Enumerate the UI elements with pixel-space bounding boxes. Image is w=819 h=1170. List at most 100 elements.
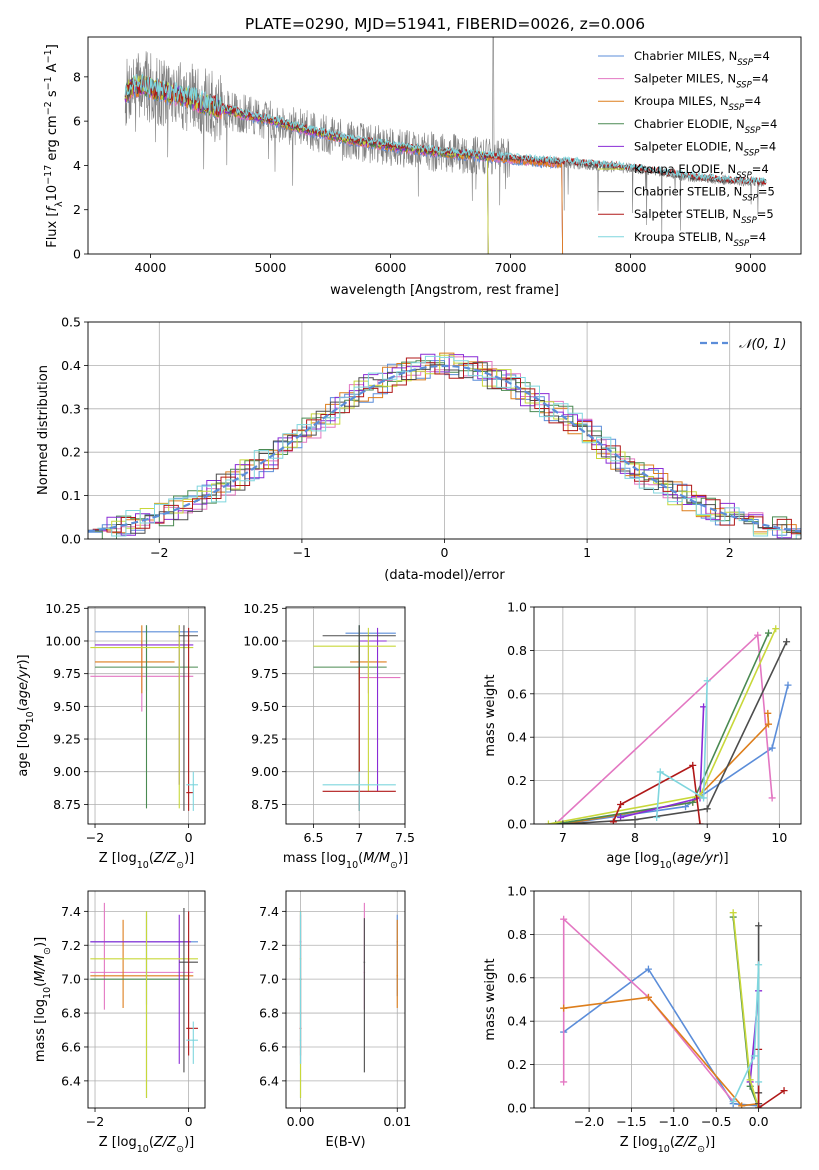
y-tick-label: 0.4	[61, 358, 81, 373]
weight-vs-z-panel: −2.0 −1.5 −1.0 −0.5 0.0 0.0 0.2 0.4 0.6 0.8 1.0 Z […	[483, 884, 802, 1155]
legend-entry: Chabrier ELODIE, NSSP=4	[634, 117, 777, 136]
y-tick-label: 0.3	[61, 401, 81, 416]
age-vs-z-panel: −2 0 8.75 9.00 9.25 9.50 9.75 10.00 10.25 Z [log1…	[16, 601, 206, 871]
data-point	[183, 961, 185, 964]
spectrum-ticks: 4000 5000 6000 7000 8000 9000 0 2 4 6 8	[73, 69, 766, 275]
line-kroupa-stelib	[653, 677, 711, 821]
plus-marker	[772, 625, 780, 633]
y-tick-label: 1.0	[507, 884, 527, 899]
y-tick-label: 4	[73, 158, 81, 173]
x-tick-label: 8	[631, 830, 639, 845]
plus-marker	[700, 794, 708, 802]
line-kroupa-stelib	[729, 961, 763, 1105]
x-tick-label: −1.0	[659, 1114, 689, 1129]
data-point	[367, 645, 370, 648]
age-vs-mass-x-label: mass [log10(M/M⊙)]	[283, 851, 408, 871]
plus-marker	[784, 681, 792, 689]
x-tick-label: 6000	[375, 260, 407, 275]
series-line	[655, 680, 708, 818]
spectrum-plot-area	[124, 37, 767, 254]
y-tick-label: 0.2	[507, 773, 527, 788]
series-line	[612, 764, 701, 824]
plus-marker	[780, 1087, 788, 1095]
y-tick-label: 6.4	[61, 1073, 81, 1088]
series-line	[562, 917, 734, 1103]
plus-marker	[764, 709, 772, 717]
y-tick-label: 0.2	[61, 445, 81, 460]
data-point	[178, 646, 181, 649]
data-point	[187, 1027, 190, 1030]
legend-entry: Chabrier MILES, NSSP=4	[634, 49, 770, 68]
x-tick-label: 7.5	[395, 830, 415, 845]
y-tick-label: 0.0	[507, 817, 527, 832]
legend-entry: Chabrier STELIB, NSSP=5	[634, 185, 775, 204]
x-tick-label: 0.01	[383, 1114, 411, 1129]
plus-marker	[738, 1102, 746, 1108]
x-tick-label: 8000	[615, 260, 647, 275]
mass-vs-ebv-plot-area	[299, 902, 399, 1098]
x-tick-label: −1.5	[616, 1114, 646, 1129]
x-tick-label: −2	[86, 1114, 104, 1129]
y-tick-label: 9.75	[53, 666, 81, 681]
histogram-kroupa-stelib	[97, 355, 801, 539]
weight-vs-age-y-label: mass weight	[483, 674, 498, 756]
normal-curve	[88, 364, 801, 533]
data-point	[192, 1039, 195, 1041]
errorbar-kroupa-miles	[95, 625, 175, 694]
x-tick-label: 4000	[135, 260, 167, 275]
age-vs-z-plot-area	[90, 625, 198, 811]
plus-marker	[755, 922, 763, 930]
y-tick-label: 0.5	[61, 315, 81, 330]
series-line	[732, 964, 760, 1102]
age-vs-z-ticks: −2 0 8.75 9.00 9.25 9.50 9.75 10.00 10.25	[45, 601, 192, 845]
age-vs-mass-frame	[285, 606, 406, 825]
data-point	[363, 961, 366, 964]
x-tick-label: 0.0	[749, 1114, 769, 1129]
errorbar-salpeter-elodie	[359, 627, 387, 792]
y-tick-label: 9.50	[251, 699, 279, 714]
legend-entry: 𝒩(0, 1)	[739, 337, 786, 352]
line-salpeter-stelib	[609, 761, 704, 824]
mass-vs-ebv-x-label: E(B-V)	[325, 1135, 365, 1150]
mass-vs-ebv-ticks: 0.00 0.01 6.4 6.6 6.8 7.0 7.2 7.4	[259, 904, 411, 1129]
figure-title: PLATE=0290, MJD=51941, FIBERID=0026, z=0…	[245, 15, 645, 33]
plus-marker	[755, 961, 763, 969]
y-tick-label: 0.4	[507, 1014, 527, 1029]
series-line	[563, 996, 759, 1107]
weight-vs-age-frame	[533, 606, 802, 825]
weight-vs-age-x-label: age [log10(age/yr)]	[606, 851, 728, 871]
mass-vs-ebv-panel: 0.00 0.01 6.4 6.6 6.8 7.0 7.2 7.4 E(B-V)	[259, 890, 411, 1150]
legend-entry: Salpeter ELODIE, NSSP=4	[634, 139, 776, 158]
legend-entry: Kroupa ELODIE, NSSP=4	[634, 162, 769, 181]
plus-marker	[609, 818, 617, 824]
spectrum-y-label: Flux [fλ10−17 erg cm−2 s−1 A−1]	[43, 44, 65, 248]
data-point	[376, 640, 379, 642]
x-tick-label: −2	[150, 545, 168, 560]
errorbar-salpeter-stelib	[186, 627, 194, 811]
legend-entry: Kroupa STELIB, NSSP=4	[634, 230, 766, 249]
line-chabrier-stelib	[559, 638, 791, 824]
data-point	[358, 783, 361, 786]
mass-vs-z-ticks: −2 0 6.4 6.6 6.8 7.0 7.2 7.4	[61, 904, 193, 1129]
data-point	[145, 958, 148, 960]
weight-vs-z-frame	[533, 890, 802, 1109]
data-point	[178, 941, 181, 943]
errorbar-kroupa-stelib	[186, 1021, 198, 1064]
y-tick-label: 0.0	[507, 1101, 527, 1116]
plus-marker	[768, 744, 776, 752]
plus-marker	[689, 761, 697, 769]
x-tick-label: −2	[86, 830, 104, 845]
plus-marker	[631, 816, 639, 824]
plus-marker	[560, 1078, 568, 1086]
y-tick-label: 7.4	[61, 904, 81, 919]
plus-marker	[696, 820, 704, 824]
residuals-plot-area	[88, 352, 801, 539]
age-vs-z-frame	[87, 606, 206, 825]
mass-vs-z-y-label: mass [log10(M/M⊙)]	[33, 937, 53, 1062]
spectrum-x-label: wavelength [Angstrom, rest frame]	[330, 283, 559, 298]
y-tick-label: 8.75	[53, 797, 81, 812]
data-point	[103, 971, 106, 974]
residuals-x-label: (data-model)/error	[384, 568, 505, 583]
